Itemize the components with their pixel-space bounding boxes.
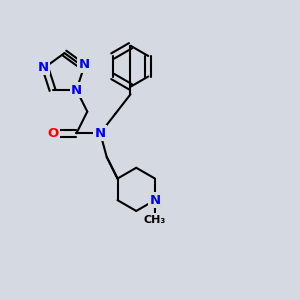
Text: N: N	[71, 83, 82, 97]
Text: O: O	[47, 127, 58, 140]
Text: N: N	[38, 61, 49, 74]
Text: N: N	[149, 194, 161, 207]
Text: N: N	[78, 58, 89, 71]
Text: CH₃: CH₃	[144, 214, 166, 225]
Text: N: N	[95, 127, 106, 140]
